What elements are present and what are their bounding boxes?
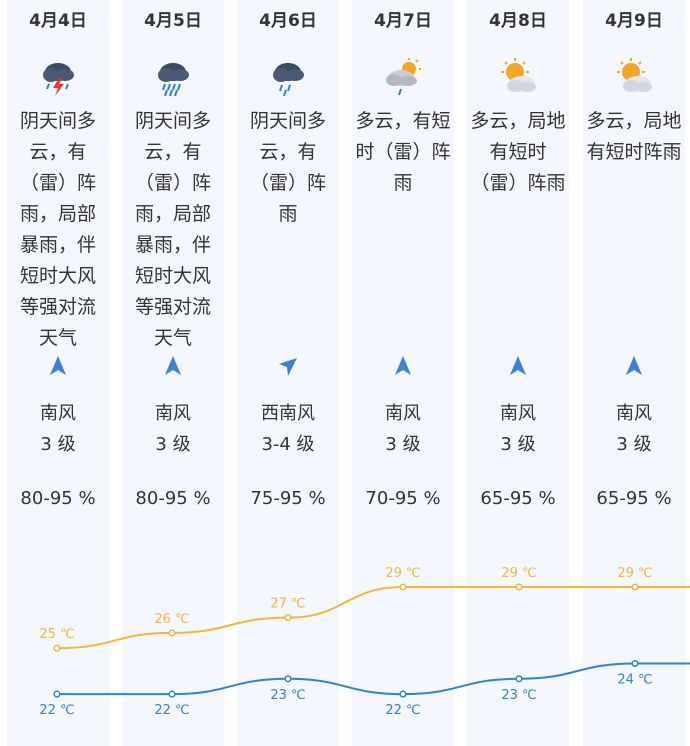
- wind-level: 3-4 级: [261, 434, 315, 455]
- weather-description: 多云，局地有短时（雷）阵雨: [470, 110, 566, 194]
- low-temp-point: [284, 675, 292, 683]
- day-date: 4月5日: [144, 11, 202, 31]
- high-temp-point: [284, 614, 292, 622]
- day-date: 4月8日: [489, 11, 547, 31]
- humidity: 80-95 %: [135, 488, 211, 509]
- high-temp-point: [631, 583, 639, 591]
- weather-description: 阴天间多云，有（雷）阵雨，局部暴雨，伴短时大风等强对流天气: [134, 110, 211, 349]
- low-temp-point: [399, 690, 407, 698]
- low-temp-point: [53, 690, 61, 698]
- low-temp-label: 22 ℃: [39, 703, 74, 718]
- high-temp-label: 27 ℃: [270, 597, 305, 612]
- high-temp-point: [53, 644, 61, 652]
- day-date: 4月9日: [605, 11, 663, 31]
- high-temp-label: 29 ℃: [617, 566, 652, 581]
- humidity: 70-95 %: [365, 488, 441, 509]
- wind-direction: 南风: [385, 403, 421, 424]
- north-arrow-icon: [510, 356, 526, 375]
- wind-level: 3 级: [385, 434, 421, 455]
- day-column: 4月7日 多云，有短时（雷）阵雨 南风 3 级 70-95 %: [352, 0, 454, 746]
- low-temp-label: 22 ℃: [154, 703, 189, 718]
- day-date: 4月7日: [374, 11, 432, 31]
- weather-description: 多云，局地有短时阵雨: [586, 110, 682, 163]
- day-date: 4月4日: [29, 11, 87, 31]
- weather-description: 多云，有短时（雷）阵雨: [355, 110, 451, 194]
- north-arrow-icon: [165, 356, 181, 375]
- humidity: 65-95 %: [480, 488, 556, 509]
- high-temp-label: 25 ℃: [39, 627, 74, 642]
- high-temp-label: 29 ℃: [385, 566, 420, 581]
- north-arrow-icon: [626, 356, 642, 375]
- rain-cloud-icon: [273, 63, 304, 97]
- day-column: 4月4日 阴天间多云，有（雷）阵雨，局部暴雨，伴短时大风等强对流天气 南风 3 …: [7, 0, 109, 746]
- weather-description: 阴天间多云，有（雷）阵雨: [249, 110, 326, 225]
- weather-description: 阴天间多云，有（雷）阵雨，局部暴雨，伴短时大风等强对流天气: [19, 110, 96, 349]
- humidity: 65-95 %: [596, 488, 672, 509]
- low-temp-line: [57, 662, 690, 696]
- low-temp-point: [631, 659, 639, 668]
- wind-direction: 南风: [155, 403, 191, 424]
- high-temp-point: [399, 583, 407, 591]
- wind-level: 3 级: [40, 434, 76, 455]
- high-temp-point: [168, 629, 176, 637]
- high-temp-line: [56, 585, 690, 650]
- low-temp-point: [168, 690, 176, 698]
- low-temp-point: [515, 675, 523, 683]
- humidity: 75-95 %: [250, 488, 326, 509]
- low-temp-label: 23 ℃: [501, 688, 536, 703]
- day-column: 4月9日 多云，局地有短时阵雨 南风 3 级 65-95 %: [583, 0, 685, 746]
- day-date: 4月6日: [259, 11, 317, 31]
- northeast-arrow-icon: [279, 358, 297, 376]
- wind-direction: 西南风: [261, 403, 315, 424]
- day-column: 4月8日 多云，局地有短时（雷）阵雨 南风 3 级 65-95 %: [467, 0, 569, 746]
- high-temp-label: 26 ℃: [154, 612, 189, 627]
- thunderstorm-icon: [43, 63, 74, 96]
- wind-direction: 南风: [40, 403, 76, 424]
- north-arrow-icon: [50, 356, 66, 375]
- high-temp-label: 29 ℃: [501, 566, 536, 581]
- wind-level: 3 级: [616, 434, 652, 455]
- partly-cloudy-rain-icon: [386, 58, 421, 96]
- wind-direction: 南风: [500, 403, 536, 424]
- north-arrow-icon: [395, 356, 411, 375]
- sun-cloud-icon: [501, 58, 536, 92]
- day-column: 4月5日 阴天间多云，有（雷）阵雨，局部暴雨，伴短时大风等强对流天气 南风 3 …: [122, 0, 224, 746]
- wind-level: 3 级: [500, 434, 536, 455]
- low-temp-label: 24 ℃: [617, 673, 652, 688]
- low-temp-label: 23 ℃: [270, 688, 305, 703]
- humidity: 80-95 %: [20, 488, 96, 509]
- wind-direction: 南风: [616, 403, 652, 424]
- high-temp-point: [515, 583, 523, 591]
- day-column: 4月6日 阴天间多云，有（雷）阵雨 西南风 3-4 级 75-95 %: [237, 0, 339, 746]
- wind-level: 3 级: [155, 434, 191, 455]
- heavy-rain-icon: [158, 63, 189, 97]
- low-temp-label: 22 ℃: [385, 703, 420, 718]
- sun-cloud-icon: [617, 58, 652, 92]
